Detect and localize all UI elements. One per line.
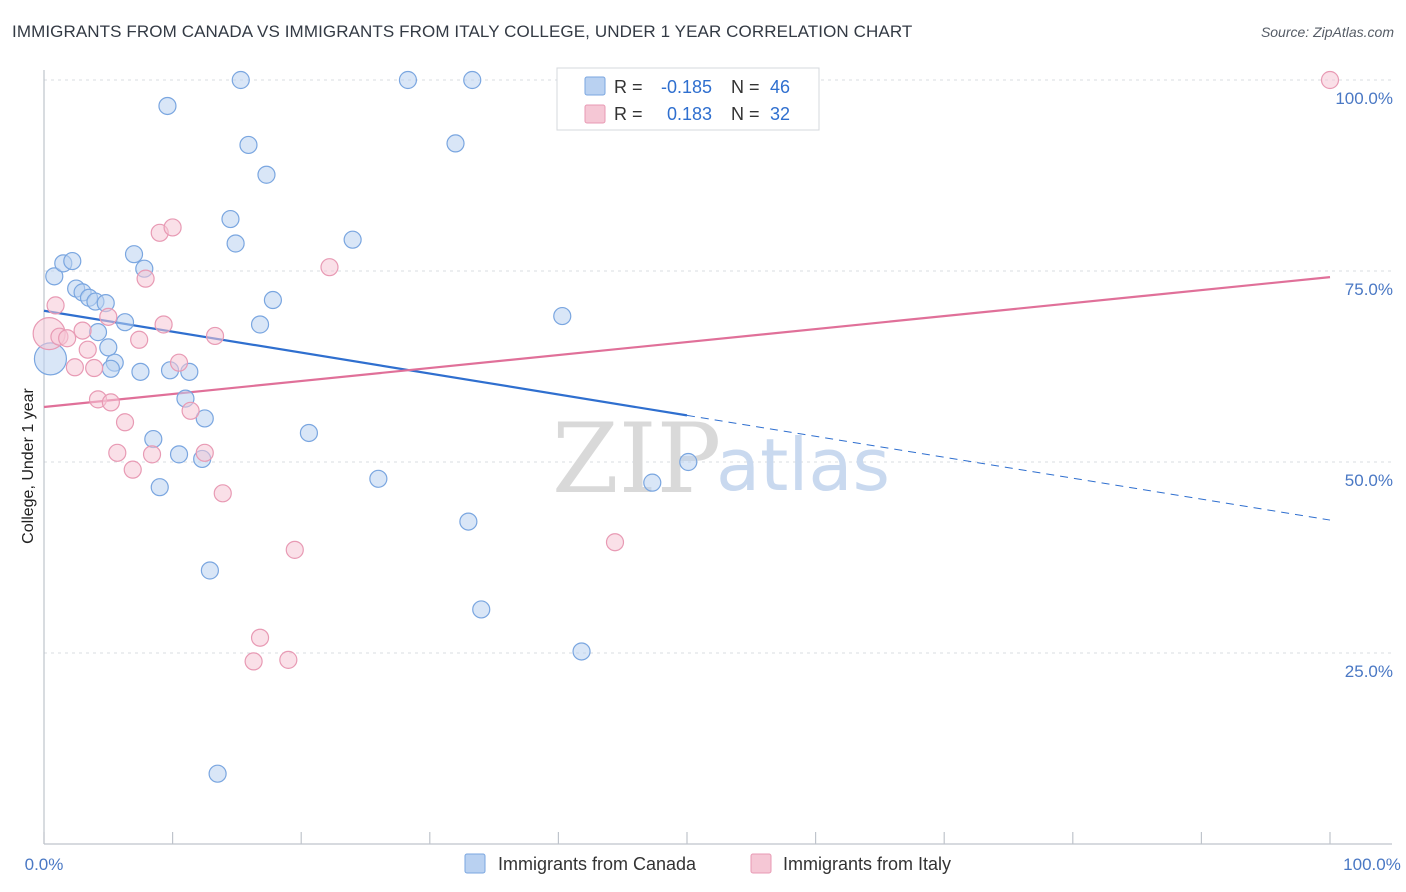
italy-point <box>285 540 304 559</box>
canada-point <box>679 452 698 472</box>
legend-swatch-italy <box>750 853 772 874</box>
canada-point <box>158 96 177 116</box>
stats-r-label-italy: R = <box>614 104 643 124</box>
italy-point <box>181 401 200 420</box>
italy-point <box>142 445 162 464</box>
canada-point <box>459 512 478 531</box>
canada-point <box>221 209 240 229</box>
canada-point <box>250 315 270 334</box>
stats-swatch-italy <box>584 104 606 124</box>
stats-legend: R = -0.185 N = 46 R = 0.183 N = 32 <box>556 67 820 131</box>
x-ticks <box>43 832 1331 844</box>
y-tick-label-100: 100.0% <box>1335 89 1393 108</box>
canada-point <box>115 313 135 332</box>
canada-point <box>88 323 108 342</box>
italy-point <box>123 460 142 479</box>
italy-point <box>213 484 232 503</box>
stats-n-value-canada: 46 <box>770 77 790 97</box>
italy-point <box>130 330 149 349</box>
trendline-1 <box>43 276 1331 409</box>
canada-point <box>99 338 118 357</box>
y-tick-label-25: 25.0% <box>1345 662 1393 681</box>
canada-point <box>263 290 283 310</box>
canada-point <box>472 600 491 619</box>
italy-point <box>136 269 155 288</box>
canada-point <box>446 134 465 153</box>
italy-point <box>115 413 135 432</box>
canada-point <box>45 267 64 286</box>
canada-point <box>299 423 319 443</box>
italy-point <box>1320 70 1340 90</box>
italy-point <box>85 358 104 378</box>
x-tick-label-max: 100.0% <box>1343 855 1401 874</box>
canada-point <box>101 359 120 378</box>
y-axis-label: College, Under 1 year <box>20 388 37 544</box>
italy-point <box>154 315 173 334</box>
canada-point <box>463 70 482 90</box>
canada-point <box>398 70 418 90</box>
canada-point <box>169 445 189 464</box>
chart-title: IMMIGRANTS FROM CANADA VS IMMIGRANTS FRO… <box>12 22 913 41</box>
canada-point <box>150 478 169 497</box>
stats-swatch-canada <box>584 76 606 96</box>
italy-point <box>108 443 127 462</box>
legend-swatch-canada <box>464 853 486 874</box>
trendlines <box>43 276 1331 521</box>
italy-point <box>78 340 97 359</box>
canada-point <box>231 70 250 90</box>
stats-n-value-italy: 32 <box>770 104 790 124</box>
canada-point <box>553 306 572 326</box>
canada-point <box>369 469 388 488</box>
legend-label-italy: Immigrants from Italy <box>783 854 951 874</box>
bottom-legend: Immigrants from Canada Immigrants from I… <box>464 853 951 874</box>
italy-point <box>46 296 65 315</box>
italy-point <box>163 218 182 237</box>
axes <box>43 70 1392 845</box>
canada-point <box>144 429 163 449</box>
x-tick-label-min: 0.0% <box>25 855 64 874</box>
canada-point <box>343 230 362 249</box>
italy-point <box>73 321 92 340</box>
y-tick-label-50: 50.0% <box>1345 471 1393 490</box>
stats-n-label-italy: N = <box>731 104 760 124</box>
chart-source: Source: ZipAtlas.com <box>1260 24 1394 40</box>
canada-point <box>257 165 276 184</box>
data-points <box>32 70 1340 783</box>
canada-point <box>239 135 258 155</box>
italy-point <box>244 652 263 671</box>
watermark: ZIP atlas <box>552 403 890 515</box>
italy-point <box>320 258 339 277</box>
canada-point <box>63 251 82 271</box>
y-tick-labels: 25.0% 50.0% 75.0% 100.0% <box>1335 89 1393 681</box>
y-tick-label-75: 75.0% <box>1345 280 1393 299</box>
canada-point <box>195 409 214 428</box>
italy-point <box>250 628 270 647</box>
italy-point <box>101 393 120 412</box>
trendline-extension-0 <box>686 414 1331 521</box>
gridlines <box>44 79 1392 654</box>
italy-point <box>99 307 118 326</box>
canada-point <box>572 642 591 661</box>
watermark-atlas: atlas <box>716 423 890 507</box>
italy-point <box>169 353 189 372</box>
italy-point <box>205 326 225 346</box>
italy-point <box>65 358 84 377</box>
italy-point <box>279 650 298 669</box>
legend-label-canada: Immigrants from Canada <box>498 854 697 874</box>
stats-r-label-canada: R = <box>614 77 643 97</box>
stats-n-label-canada: N = <box>731 77 760 97</box>
canada-point <box>131 362 150 381</box>
italy-point <box>605 533 625 552</box>
stats-r-value-canada: -0.185 <box>661 77 712 97</box>
canada-point <box>226 234 245 253</box>
italy-point <box>58 329 77 348</box>
canada-point <box>200 561 219 580</box>
canada-point <box>124 245 144 264</box>
canada-point <box>643 473 662 492</box>
canada-point <box>208 764 227 783</box>
trendline-0 <box>43 309 688 417</box>
stats-r-value-italy: 0.183 <box>667 104 712 124</box>
italy-point <box>195 443 214 462</box>
